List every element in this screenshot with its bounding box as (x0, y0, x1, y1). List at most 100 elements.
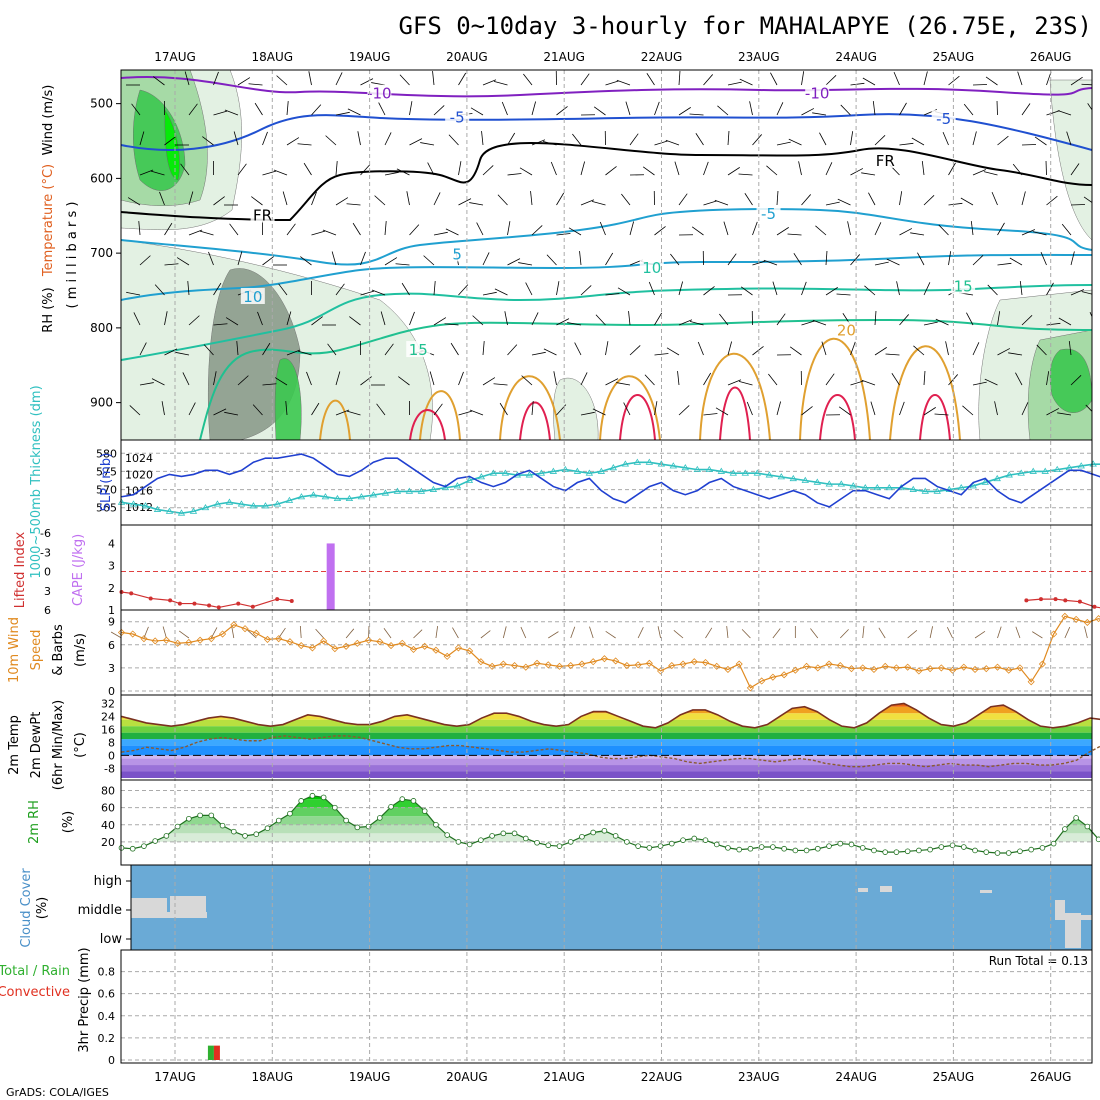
wind-barb-10m (705, 627, 713, 639)
wind-barb (276, 75, 288, 86)
cloud-ylabel-group: Cloud Cover (19, 868, 34, 948)
wind-barb (523, 73, 533, 86)
wind-barb (605, 293, 620, 296)
rh-point (1028, 846, 1034, 853)
wind-barb (497, 194, 508, 206)
thickness-series-marker (429, 485, 438, 492)
rh-point (1039, 845, 1046, 851)
wind-barb (719, 313, 729, 326)
run-total-label: Run Total = 0.13 (989, 954, 1088, 968)
wind-barb (327, 343, 337, 356)
wind-barb (1081, 83, 1092, 86)
temp-band (121, 771, 1092, 778)
wind-barb (542, 140, 557, 146)
wind-speed-marker (308, 644, 316, 652)
rh-point (567, 839, 574, 845)
wind-speed-series (121, 615, 1100, 689)
pressure-tick-label: 600 (90, 171, 113, 185)
wind-barb (133, 312, 141, 326)
thickness-series-marker (969, 482, 977, 489)
wind-barb (213, 408, 227, 416)
date-label-top: 22AUG (641, 50, 683, 64)
wind-barb (591, 200, 606, 206)
wind-barb-10m (726, 626, 729, 639)
wind-barb (837, 198, 851, 206)
wind-barb (409, 224, 420, 236)
wind-speed-marker (218, 630, 227, 638)
slp-series (121, 453, 1100, 508)
cloud-gap (1055, 900, 1065, 920)
thickness-series-marker (1053, 465, 1061, 473)
wind-barb (674, 161, 680, 176)
wind-barb (556, 106, 568, 116)
wind-speed-marker (151, 637, 159, 645)
wind-barb (556, 318, 570, 326)
date-label-bottom: 17AUG (154, 1070, 196, 1084)
li-tick-label: -6 (40, 527, 51, 540)
wind-barb-10m (345, 628, 355, 639)
wind-barb (1066, 131, 1072, 146)
wind-barb (213, 71, 219, 86)
wind-barb (159, 191, 165, 206)
thickness-series-marker (369, 491, 378, 498)
wind-speed-marker (971, 665, 979, 674)
wind-barb (703, 161, 709, 176)
contour-label-bg (834, 321, 859, 338)
wind-barb (325, 135, 337, 146)
wind-tick-label: 6 (108, 639, 115, 652)
precip-tick-label: 0.6 (98, 988, 116, 1001)
wind-barb (519, 167, 533, 176)
pressure-tick-label: 800 (90, 321, 113, 335)
wind-barb (482, 291, 497, 296)
wind-barb-10m (162, 626, 167, 639)
wind-barb-10m (413, 629, 423, 639)
rh-point (1073, 815, 1079, 821)
wind-barb (689, 320, 704, 326)
wind-barb (1019, 281, 1023, 296)
wind-barb (921, 161, 925, 176)
wind-barb (703, 413, 718, 416)
wind-barb-10m (1084, 626, 1088, 639)
wind-speed-marker (185, 638, 193, 647)
wind-barb (202, 136, 214, 146)
cloud-cover-fill (131, 865, 1092, 950)
wind-barb (654, 101, 660, 116)
wind-barb (1046, 195, 1058, 206)
thickness-series-marker (1041, 467, 1049, 474)
thickness-series-marker (573, 467, 582, 474)
contour-label-bg (406, 341, 431, 358)
rh-tick-label: 60 (101, 802, 115, 815)
wind-barb (840, 104, 851, 116)
wind-barb (188, 191, 194, 206)
date-label-bottom: 18AUG (252, 1070, 294, 1084)
wind-barb (997, 262, 1012, 266)
wind-barb (896, 281, 900, 296)
li-point (289, 599, 294, 604)
wind-barb (749, 101, 753, 116)
wind-barb (213, 323, 228, 326)
wind-barb (768, 373, 778, 386)
thickness-series-marker (201, 503, 210, 511)
wind-barb (646, 73, 655, 86)
wind-barb (360, 78, 374, 86)
rh-point (365, 823, 372, 830)
wind-barb (458, 410, 473, 416)
li-point (1077, 599, 1082, 604)
contour-label: FR (253, 207, 272, 225)
wind-barb (482, 79, 497, 86)
wind-barb (225, 317, 239, 326)
date-label-top: 25AUG (933, 50, 975, 64)
cloud-gap (980, 890, 992, 893)
wind-barb (450, 342, 459, 356)
wind-barb (482, 252, 490, 266)
wind-barb (1089, 311, 1092, 318)
wind-barb (623, 402, 631, 416)
wind-barb (494, 288, 508, 296)
wind-barb (507, 258, 521, 266)
wind-barb (531, 312, 539, 326)
rh-point (725, 845, 731, 851)
rh-point (545, 842, 552, 849)
wind-barb (801, 320, 816, 326)
wind-barb (697, 341, 704, 356)
wind-barb (1040, 251, 1047, 266)
